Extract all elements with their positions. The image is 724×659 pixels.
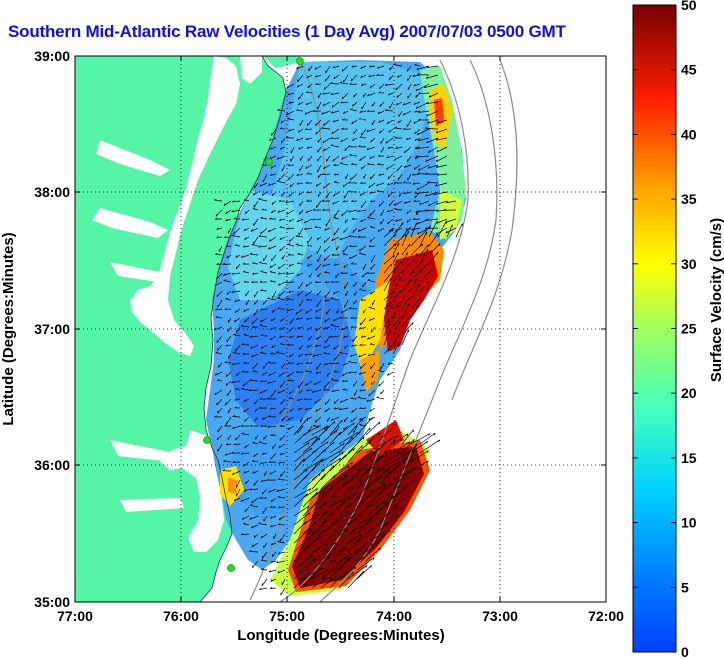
colorbar-tick-label: 10 [681, 515, 697, 531]
map-title: Southern Mid-Atlantic Raw Velocities (1 … [8, 22, 566, 41]
x-tick-label: 75:00 [269, 608, 305, 624]
y-tick-label: 37:00 [34, 321, 70, 337]
x-tick-label: 77:00 [57, 608, 93, 624]
colorbar-tick-label: 50 [681, 0, 697, 13]
x-tick-label: 76:00 [163, 608, 199, 624]
x-tick-label: 73:00 [482, 608, 518, 624]
y-tick-label: 38:00 [34, 184, 70, 200]
colorbar-tick-label: 35 [681, 191, 697, 207]
colorbar-ticks: 0 5 10 15 20 25 30 35 40 45 50 [633, 0, 697, 659]
bathymetry-contours [249, 59, 518, 602]
y-tick-label: 35:00 [34, 594, 70, 610]
velocity-arrows [214, 63, 463, 596]
y-axis-ticks: 39:00 38:00 37:00 36:00 35:00 [34, 48, 606, 610]
x-axis-label: Longitude (Degrees:Minutes) [237, 627, 445, 644]
colorbar-tick-label: 0 [681, 644, 689, 659]
colorbar-tick-label: 25 [681, 321, 697, 337]
y-tick-label: 39:00 [34, 48, 70, 64]
colorbar-label: Surface Velocity (cm/s) [708, 218, 724, 382]
colorbar-tick-label: 40 [681, 126, 697, 142]
colorbar-tick-label: 45 [681, 62, 697, 78]
hf-radar-stations [203, 57, 304, 572]
colorbar-tick-label: 30 [681, 256, 697, 272]
grid [75, 56, 606, 602]
coastline [199, 56, 287, 602]
colorbar-tick-label: 20 [681, 385, 697, 401]
x-axis-ticks: 77:00 76:00 75:00 74:00 73:00 72:00 [57, 56, 624, 624]
colorbar-tick-label: 5 [681, 579, 689, 595]
x-tick-label: 72:00 [588, 608, 624, 624]
y-tick-label: 36:00 [34, 457, 70, 473]
y-axis-label: Latitude (Degrees:Minutes) [0, 232, 17, 425]
colorbar [632, 4, 677, 653]
colorbar-tick-label: 15 [681, 450, 697, 466]
x-tick-label: 74:00 [376, 608, 412, 624]
